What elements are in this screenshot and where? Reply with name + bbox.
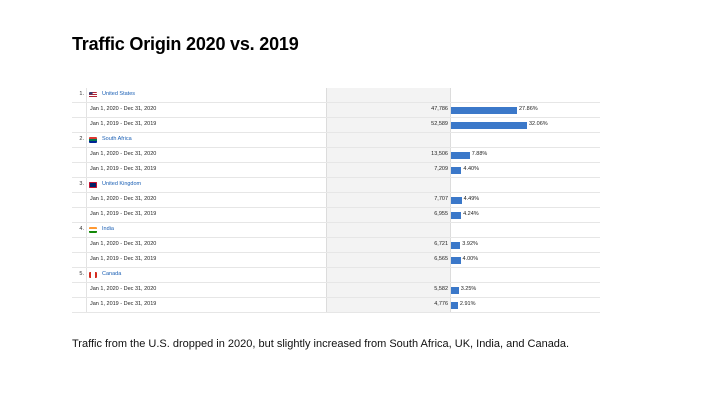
percent-label: 4.24% (463, 211, 479, 217)
country-row: 3. United Kingdom (72, 178, 600, 193)
users-value: 7,707 (434, 196, 448, 202)
users-value: 6,565 (434, 256, 448, 262)
row-index: 4. (79, 226, 84, 232)
date-range-label: Jan 1, 2019 - Dec 31, 2019 (90, 211, 157, 217)
traffic-table: 1. United States Jan 1, 2020 - Dec 31, 202… (72, 88, 600, 313)
date-range-label: Jan 1, 2020 - Dec 31, 2020 (90, 196, 157, 202)
users-value: 13,506 (431, 151, 448, 157)
period-row: Jan 1, 2020 - Dec 31, 2020 13,506 7.88% (72, 148, 600, 163)
percent-bar (451, 152, 470, 159)
date-range-label: Jan 1, 2020 - Dec 31, 2020 (90, 106, 157, 112)
row-index: 3. (79, 181, 84, 187)
percent-label: 3.25% (460, 286, 477, 292)
users-value: 6,955 (434, 211, 448, 217)
period-row: Jan 1, 2020 - Dec 31, 2020 7,707 4.49% (72, 193, 600, 208)
percent-label: 3.92% (462, 241, 478, 247)
country-row: 4. India (72, 223, 600, 238)
index-divider (86, 88, 87, 313)
country-link[interactable]: Canada (102, 271, 122, 277)
uk-flag-icon (89, 182, 97, 188)
users-value: 4,776 (434, 301, 448, 307)
period-row: Jan 1, 2020 - Dec 31, 2020 6,721 3.92% (72, 238, 600, 253)
users-column-background (326, 88, 451, 313)
percent-bar (451, 167, 462, 174)
percent-label: 27.86% (519, 106, 538, 112)
za-flag-icon (89, 137, 97, 143)
country-link[interactable]: United States (102, 91, 136, 97)
percent-bar (451, 107, 517, 114)
percent-label: 4.00% (462, 256, 479, 262)
period-row: Jan 1, 2019 - Dec 31, 2019 4,776 2.91% (72, 298, 600, 313)
users-value: 6,721 (434, 241, 448, 247)
slide-title: Traffic Origin 2020 vs. 2019 (72, 34, 299, 54)
period-row: Jan 1, 2019 - Dec 31, 2019 6,955 4.24% (72, 208, 600, 223)
percent-label: 2.91% (459, 301, 476, 307)
date-range-label: Jan 1, 2020 - Dec 31, 2020 (90, 286, 157, 292)
row-index: 5. (79, 271, 84, 277)
row-index: 1. (79, 91, 84, 97)
period-row: Jan 1, 2020 - Dec 31, 2020 47,786 27.86% (72, 103, 600, 118)
percent-label: 32.06% (529, 121, 548, 127)
percent-label: 4.49% (463, 196, 480, 202)
date-range-label: Jan 1, 2020 - Dec 31, 2020 (90, 151, 157, 157)
country-row: 1. United States (72, 88, 600, 103)
period-row: Jan 1, 2019 - Dec 31, 2019 7,209 4.40% (72, 163, 600, 178)
percent-bar (451, 212, 462, 219)
percent-label: 4.40% (463, 166, 479, 172)
us-flag-icon (89, 92, 97, 98)
percent-bar (451, 257, 461, 264)
percent-bar (451, 287, 459, 294)
percent-label: 7.88% (471, 151, 488, 157)
percent-bar (451, 197, 462, 204)
period-row: Jan 1, 2019 - Dec 31, 2019 52,589 32.06% (72, 118, 600, 133)
slide-caption: Traffic from the U.S. dropped in 2020, b… (72, 338, 570, 350)
country-link[interactable]: India (102, 226, 114, 232)
period-row: Jan 1, 2019 - Dec 31, 2019 6,565 4.00% (72, 253, 600, 268)
country-row: 5. Canada (72, 268, 600, 283)
row-index: 2. (79, 136, 84, 142)
users-value: 52,589 (431, 121, 448, 127)
period-row: Jan 1, 2020 - Dec 31, 2020 5,582 3.25% (72, 283, 600, 298)
users-value: 7,209 (434, 166, 448, 172)
percent-bar (451, 242, 461, 249)
date-range-label: Jan 1, 2019 - Dec 31, 2019 (90, 166, 157, 172)
ca-flag-icon (89, 272, 97, 278)
date-range-label: Jan 1, 2019 - Dec 31, 2019 (90, 121, 157, 127)
in-flag-icon (89, 227, 97, 233)
country-row: 2. South Africa (72, 133, 600, 148)
country-link[interactable]: United Kingdom (102, 181, 142, 187)
date-range-label: Jan 1, 2020 - Dec 31, 2020 (90, 241, 157, 247)
users-value: 5,582 (434, 286, 448, 292)
users-value: 47,786 (431, 106, 448, 112)
percent-bar (451, 302, 458, 309)
date-range-label: Jan 1, 2019 - Dec 31, 2019 (90, 301, 157, 307)
date-range-label: Jan 1, 2019 - Dec 31, 2019 (90, 256, 157, 262)
percent-bar (451, 122, 527, 129)
country-link[interactable]: South Africa (102, 136, 132, 142)
